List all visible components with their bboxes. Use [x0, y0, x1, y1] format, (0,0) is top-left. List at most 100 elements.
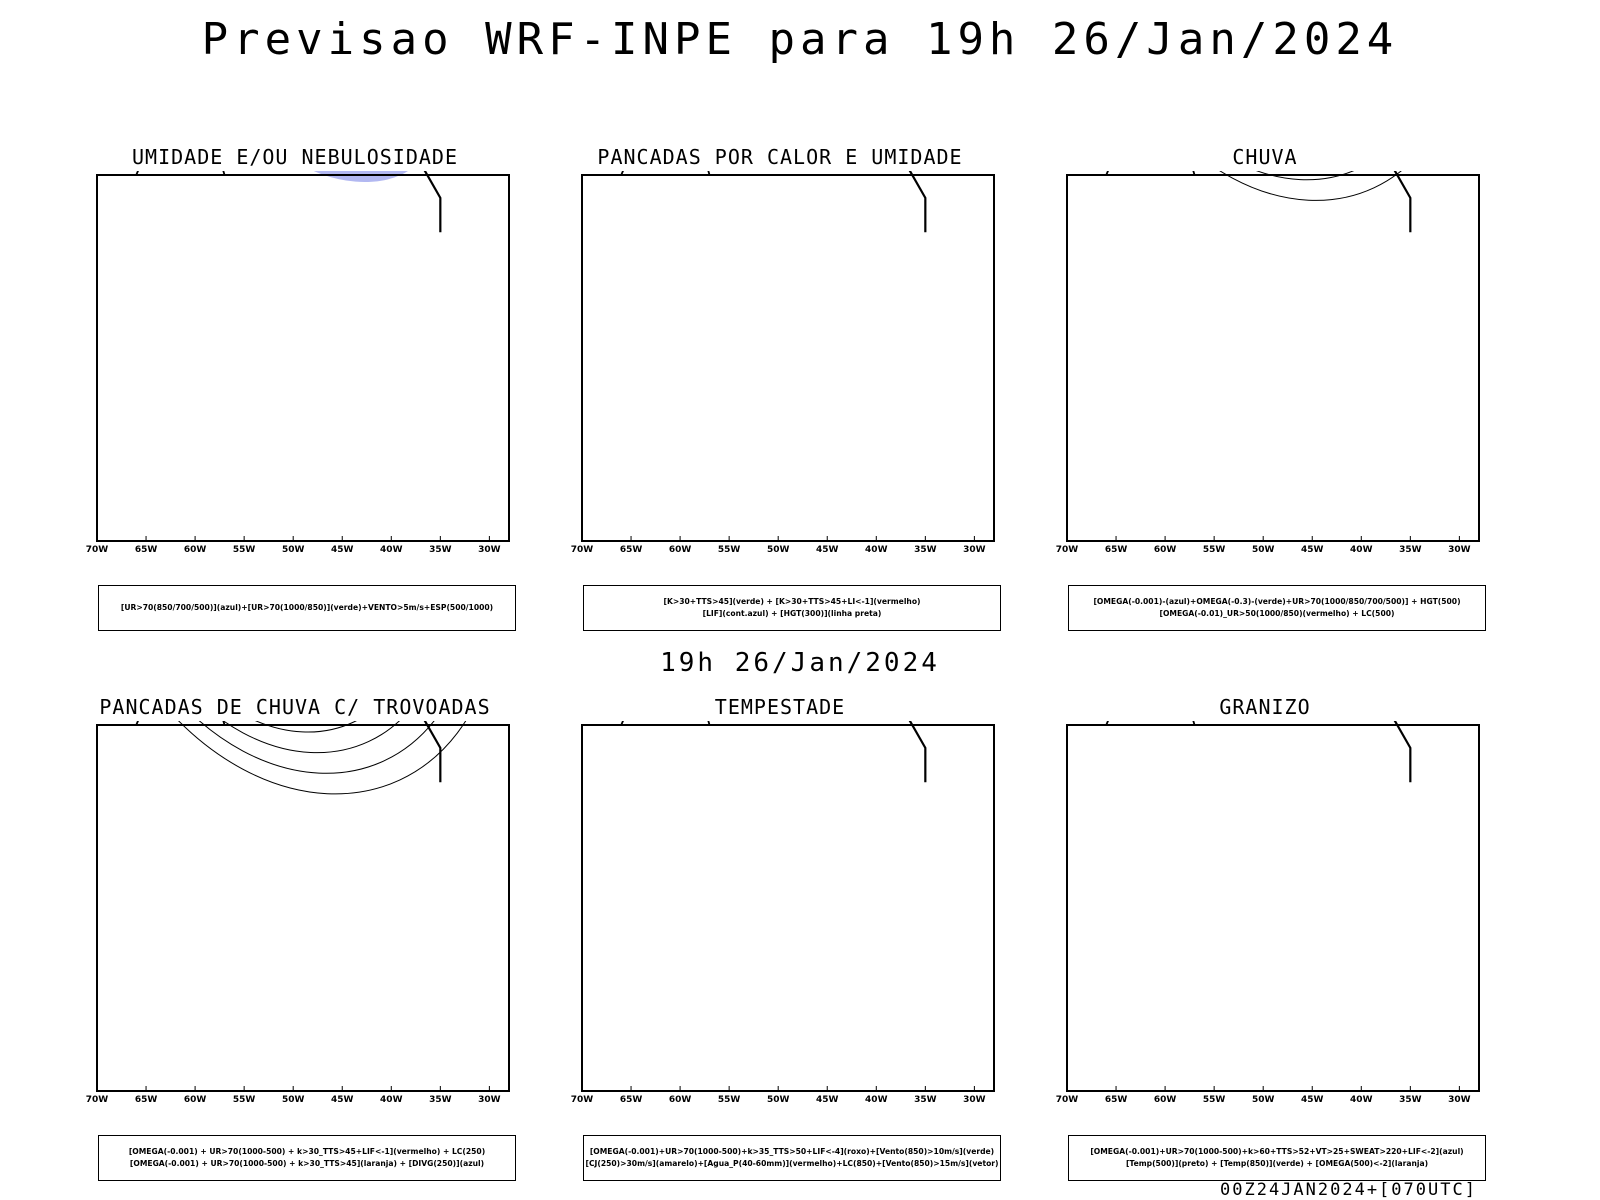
lon-tick-label: 60W — [669, 1095, 692, 1105]
panel-title: CHUVA — [1232, 145, 1298, 169]
panel-pancadas-calor: PANCADAS POR CALOR E UMIDADE 95209600968… — [560, 145, 1001, 631]
main-title: Previsao WRF-INPE para 19h 26/Jan/2024 — [201, 14, 1399, 65]
lon-tick-label: 40W — [865, 1095, 888, 1105]
streamline — [113, 721, 448, 754]
lon-tick-label: 55W — [718, 545, 741, 555]
instability-red-area — [710, 171, 807, 173]
legend-line: [OMEGA(-0.001)+UR>70(1000-500)+k>60+TTS>… — [1090, 1147, 1464, 1156]
lon-tick-label: 60W — [184, 545, 207, 555]
lon-tick-label: 40W — [865, 545, 888, 555]
map-chuva: 57658858270W65W60W55W50W45W40W35W30W12S1… — [1056, 171, 1480, 555]
map-granizo: 12161216870W65W60W55W50W45W40W35W30W12S1… — [1056, 721, 1480, 1105]
lon-tick-label: 70W — [571, 545, 594, 555]
map-pancadas-calor: 95209600968094409600968070W65W60W55W50W4… — [571, 171, 995, 555]
lon-tick-label: 50W — [767, 1095, 790, 1105]
lon-tick-label: 45W — [331, 545, 354, 555]
lon-tick-label: 55W — [233, 1095, 256, 1105]
panel-title: TEMPESTADE — [714, 695, 846, 719]
lon-tick-label: 70W — [1056, 545, 1079, 555]
lon-tick-label: 35W — [914, 1095, 937, 1105]
map-background — [1067, 725, 1479, 1091]
lon-tick-label: 65W — [1105, 545, 1128, 555]
panel-title: UMIDADE E/OU NEBULOSIDADE — [131, 145, 459, 169]
lon-tick-label: 50W — [1252, 1095, 1275, 1105]
map-frame — [96, 724, 510, 1092]
lon-tick-label: 30W — [478, 1095, 501, 1105]
lon-tick-label: 35W — [914, 545, 937, 555]
lon-tick-label: 55W — [718, 1095, 741, 1105]
map-background — [97, 175, 509, 541]
lon-tick-label: 50W — [282, 545, 305, 555]
lon-tick-label: 60W — [669, 545, 692, 555]
lon-tick-label: 70W — [1056, 1095, 1079, 1105]
lon-tick-label: 60W — [184, 1095, 207, 1105]
lon-tick-label: 45W — [816, 1095, 839, 1105]
lon-tick-label: 30W — [1448, 545, 1471, 555]
panel-umidade: UMIDADE E/OU NEBULOSIDADE 10081012102410… — [75, 145, 516, 631]
panel-title: GRANIZO — [1219, 695, 1311, 719]
lon-tick-label: 30W — [963, 1095, 986, 1105]
lon-tick-label: 65W — [1105, 1095, 1128, 1105]
lon-tick-label: 65W — [620, 1095, 643, 1105]
legend-line: [LIF](cont.azul) + [HGT(300)](linha pret… — [702, 609, 882, 618]
lon-tick-label: 60W — [1154, 1095, 1177, 1105]
lon-tick-label: 35W — [429, 1095, 452, 1105]
legend-line: [OMEGA(-0.001)+UR>70(1000-500)+k>35_TTS>… — [589, 1147, 995, 1156]
legend-box: [K>30+TTS>45](verde) + [K>30+TTS>45+LI<-… — [583, 585, 1001, 631]
panel-granizo: GRANIZO 12161216870W65W60W55W50W45W40W35… — [1045, 695, 1486, 1181]
lon-tick-label: 70W — [86, 1095, 109, 1105]
lon-tick-label: 50W — [767, 545, 790, 555]
streamline — [97, 721, 474, 774]
lon-tick-label: 55W — [233, 545, 256, 555]
lon-tick-label: 40W — [1350, 1095, 1373, 1105]
lon-tick-label: 65W — [135, 1095, 158, 1105]
lon-tick-label: 70W — [571, 1095, 594, 1105]
map-trovoadas: 70W65W60W55W50W45W40W35W30W12S15S18S21S2… — [81, 721, 510, 1105]
streamline — [1087, 171, 1463, 201]
lon-tick-label: 35W — [1399, 1095, 1422, 1105]
valid-time-label: 19h 26/Jan/2024 — [660, 648, 940, 678]
lon-tick-label: 45W — [816, 545, 839, 555]
lon-tick-label: 55W — [1203, 545, 1226, 555]
legend-line: [CJ(250)>30m/s](amarelo)+[Agua_P(40-60mm… — [585, 1159, 999, 1168]
lon-tick-label: 40W — [1350, 545, 1373, 555]
map-frame — [96, 174, 510, 542]
legend-box: [OMEGA(-0.001)+UR>70(1000-500)+k>35_TTS>… — [583, 1135, 1001, 1181]
panel-tempestade: TEMPESTADE 70W65W60W55W50W45W40W35W30W12… — [560, 695, 1001, 1181]
lon-tick-label: 40W — [380, 1095, 403, 1105]
lon-tick-label: 35W — [1399, 545, 1422, 555]
legend-line: [OMEGA(-0.001) + UR>70(1000-500) + k>30_… — [129, 1159, 485, 1168]
map-tempestade: 70W65W60W55W50W45W40W35W30W12S15S18S21S2… — [571, 721, 995, 1105]
panel-trovoadas: PANCADAS DE CHUVA C/ TROVOADAS 70W 65W 60W… — [75, 695, 516, 1181]
map-frame — [1066, 174, 1480, 542]
legend-line: [Temp(500)](preto) + [Temp(850)](verde) … — [1125, 1159, 1429, 1168]
legend-line: [OMEGA(-0.001) + UR>70(1000-500) + k>30_… — [128, 1147, 486, 1156]
lon-tick-label: 70W — [86, 545, 109, 555]
legend-line: [UR>70(850/700/500)](azul)+[UR>70(1000/8… — [120, 603, 494, 612]
panel-chuva: CHUVA 57658858270W65W60W55W50W45W40W35W3… — [1045, 145, 1486, 631]
lon-tick-label: 65W — [620, 545, 643, 555]
legend-line: [K>30+TTS>45](verde) + [K>30+TTS>45+LI<-… — [663, 597, 921, 606]
lon-tick-label: 45W — [331, 1095, 354, 1105]
map-background — [1067, 175, 1479, 541]
lon-tick-label: 50W — [1252, 545, 1275, 555]
lon-tick-label: 50W — [282, 1095, 305, 1105]
map-umidade: 1008101210241016102057657056470W65W60W55… — [86, 171, 510, 555]
model-run-stamp: 00Z24JAN2024+[070UTC] — [1220, 1180, 1477, 1200]
map-background — [582, 175, 994, 541]
map-frame — [581, 174, 995, 542]
legend-box: [OMEGA(-0.001)+UR>70(1000-500)+k>60+TTS>… — [1068, 1135, 1486, 1181]
lon-tick-label: 35W — [429, 545, 452, 555]
lon-tick-label: 65W — [135, 545, 158, 555]
streamline — [130, 721, 423, 733]
legend-box: [UR>70(850/700/500)](azul)+[UR>70(1000/8… — [98, 585, 516, 631]
legend-box: [OMEGA(-0.001)-(azul)+OMEGA(-0.3)-(verde… — [1068, 585, 1486, 631]
lon-tick-label: 30W — [1448, 1095, 1471, 1105]
lon-tick-label: 30W — [478, 545, 501, 555]
lon-tick-label: 45W — [1301, 545, 1324, 555]
lon-tick-label: 60W — [1154, 545, 1177, 555]
legend-line: [OMEGA(-0.001)-(azul)+OMEGA(-0.3)-(verde… — [1093, 597, 1461, 606]
legend-line: [OMEGA(-0.01)_UR>50(1000/850)(vermelho) … — [1159, 609, 1395, 618]
panel-title: PANCADAS DE CHUVA C/ TROVOADAS — [99, 695, 491, 719]
lon-tick-label: 55W — [1203, 1095, 1226, 1105]
